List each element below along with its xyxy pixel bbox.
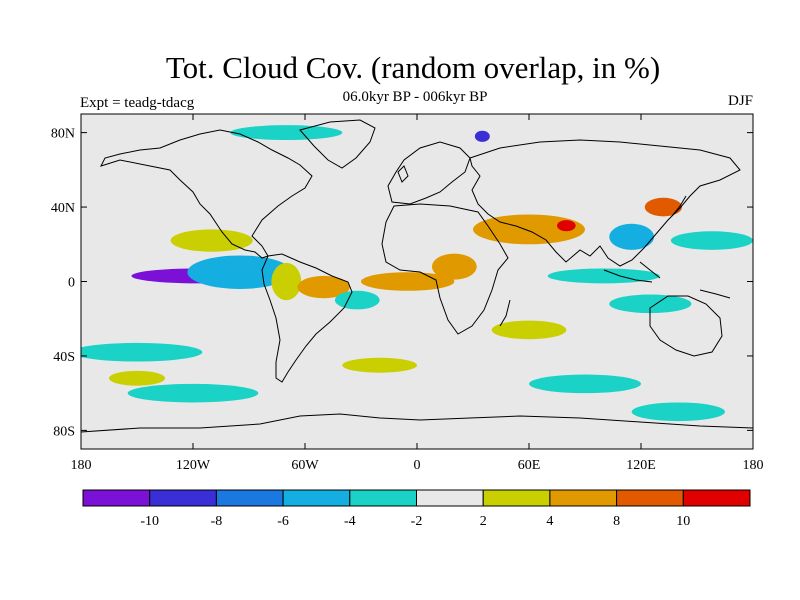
experiment-label: Expt = teadg-tdacg bbox=[80, 95, 195, 111]
colorbar-swatch-8 bbox=[616, 489, 684, 507]
coast-antarctica bbox=[81, 413, 753, 433]
lon-label-6: 180 bbox=[743, 458, 764, 473]
colorbar-label-5: 2 bbox=[480, 514, 487, 529]
anomaly-patch-4 bbox=[271, 262, 302, 301]
anomaly-patch-15 bbox=[609, 294, 692, 314]
lat-label-1: 40N bbox=[51, 201, 75, 216]
lon-label-0: 180 bbox=[71, 458, 92, 473]
anomaly-field bbox=[81, 125, 753, 422]
lon-label-4: 60E bbox=[518, 458, 541, 473]
colorbar-swatch-0 bbox=[82, 489, 151, 507]
coast-maritime-continent bbox=[603, 261, 731, 299]
colorbar-label-8: 10 bbox=[676, 514, 690, 529]
lon-label-1: 120W bbox=[176, 458, 211, 473]
colorbar-swatch-2 bbox=[215, 489, 284, 507]
anomaly-patch-19 bbox=[529, 374, 641, 394]
anomaly-patch-16 bbox=[491, 320, 567, 340]
colorbar-label-4: -2 bbox=[411, 514, 423, 529]
anomaly-patch-22 bbox=[342, 357, 417, 373]
coast-greenland bbox=[299, 119, 376, 169]
colorbar-label-1: -8 bbox=[211, 514, 223, 529]
lat-label-4: 80S bbox=[53, 424, 75, 439]
colorbar-swatch-9 bbox=[682, 489, 751, 507]
anomaly-patch-12 bbox=[644, 197, 683, 217]
lat-label-0: 80N bbox=[51, 127, 75, 142]
lon-label-3: 0 bbox=[414, 458, 421, 473]
colorbar-label-0: -10 bbox=[140, 514, 159, 529]
anomaly-patch-10 bbox=[557, 220, 576, 232]
colorbar-label-6: 4 bbox=[546, 514, 553, 529]
colorbar-swatch-3 bbox=[282, 489, 351, 507]
coastlines bbox=[81, 119, 753, 433]
anomaly-patch-18 bbox=[127, 383, 259, 403]
colorbar-label-2: -6 bbox=[277, 514, 289, 529]
period-subtitle: 06.0kyr BP - 006kyr BP bbox=[342, 89, 488, 105]
season-label: DJF bbox=[727, 93, 753, 109]
anomaly-patch-2 bbox=[187, 255, 292, 289]
colorbar-swatch-4 bbox=[349, 489, 417, 507]
coast-australia bbox=[649, 295, 723, 357]
lon-label-5: 120E bbox=[626, 458, 656, 473]
coast-asia bbox=[469, 139, 741, 267]
lat-label-2: 0 bbox=[68, 276, 75, 291]
anomaly-patch-24 bbox=[474, 130, 490, 142]
colorbar: -10 -8 -6 -4 -2 2 4 8 10 bbox=[82, 489, 751, 529]
anomaly-patch-20 bbox=[631, 402, 725, 422]
anomaly-patch-11 bbox=[609, 223, 655, 250]
anomaly-patch-23 bbox=[230, 125, 343, 141]
anomaly-patch-5 bbox=[297, 275, 350, 299]
colorbar-swatch-7 bbox=[549, 489, 618, 507]
colorbar-swatch-5 bbox=[416, 489, 484, 507]
anomaly-patch-7 bbox=[361, 272, 455, 291]
anomaly-patch-21 bbox=[109, 370, 165, 386]
colorbar-swatch-1 bbox=[149, 489, 217, 507]
coast-uk bbox=[397, 165, 409, 183]
anomaly-patch-8 bbox=[431, 253, 477, 280]
lon-label-2: 60W bbox=[291, 458, 319, 473]
coast-africa bbox=[381, 203, 509, 335]
lat-label-3: 40S bbox=[53, 350, 75, 365]
anomaly-patch-3 bbox=[170, 229, 253, 252]
axis-ticks: 80N 40N 0 40S 80S 180 120W 60W 0 60E 120E 180 bbox=[51, 114, 764, 473]
coast-japan bbox=[671, 195, 687, 217]
anomaly-patch-14 bbox=[547, 268, 660, 284]
anomaly-patch-13 bbox=[670, 231, 753, 250]
colorbar-label-7: 8 bbox=[613, 514, 620, 529]
coast-europe bbox=[387, 141, 471, 205]
anomaly-patch-17 bbox=[81, 342, 203, 362]
page-title: Tot. Cloud Cov. (random overlap, in %) bbox=[165, 50, 661, 85]
colorbar-swatch-6 bbox=[482, 489, 551, 507]
coast-north-america bbox=[100, 129, 313, 259]
coast-madagascar bbox=[499, 299, 511, 327]
anomaly-patch-6 bbox=[334, 290, 380, 310]
coast-south-america bbox=[261, 253, 353, 383]
colorbar-label-3: -4 bbox=[344, 514, 356, 529]
